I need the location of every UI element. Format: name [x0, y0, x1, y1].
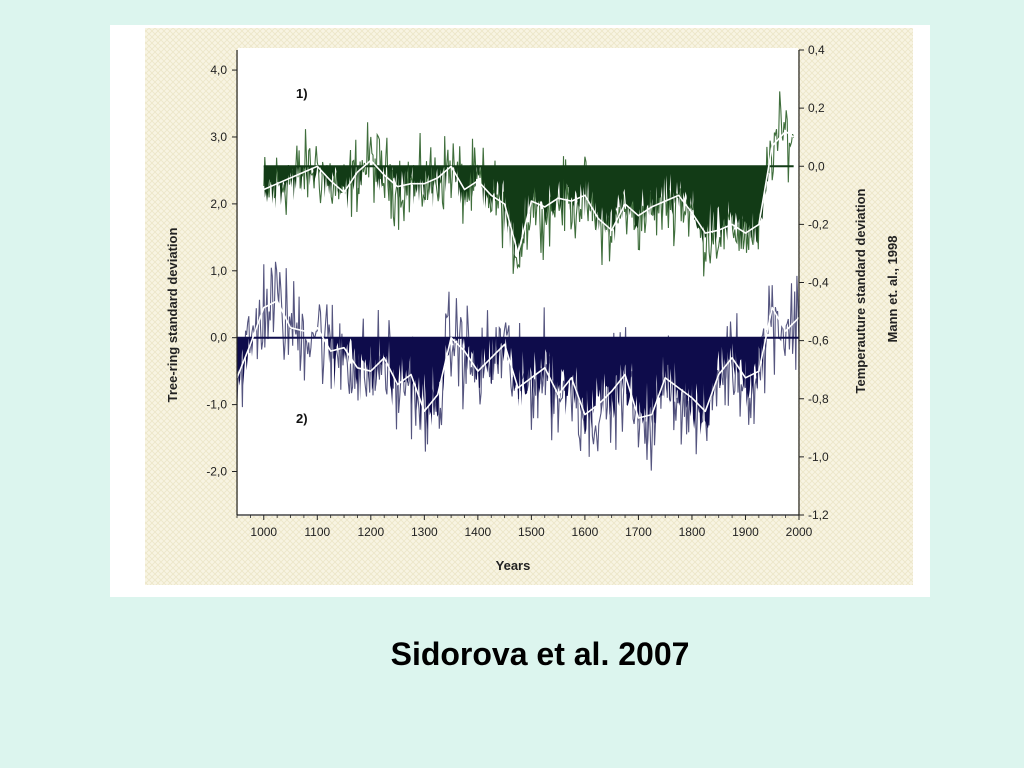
- plot-area: [238, 48, 798, 516]
- series-2-smoothed-line: [236, 300, 800, 419]
- x-tick-label: 1300: [411, 525, 438, 539]
- left-y-tick-label: -2,0: [206, 465, 227, 479]
- series-1-annual-line: [263, 91, 795, 277]
- chart-canvas: 1000 1100 1200 1300 1400 1500 1600 1700 1800 1900…: [145, 28, 913, 585]
- smoothed-series-layer: [236, 130, 800, 419]
- series-2-label: 2): [296, 411, 308, 426]
- series-2-anomaly-fill: [237, 337, 799, 446]
- axis-ticks: 1000 1100 1200 1300 1400 1500 1600 1700 1800 1900…: [206, 43, 829, 539]
- x-tick-label: 1600: [572, 525, 599, 539]
- x-tick-label: 1900: [732, 525, 759, 539]
- x-axis-title: Years: [496, 558, 531, 573]
- left-y-tick-label: -1,0: [206, 398, 227, 412]
- series-1-label: 1): [296, 86, 308, 101]
- series-1-smoothed-line: [263, 130, 795, 255]
- x-tick-label: 1100: [304, 525, 330, 539]
- left-y-tick-label: 4,0: [210, 63, 227, 77]
- x-tick-label: 1000: [250, 525, 277, 539]
- right-y-tick-label: -0,4: [808, 276, 829, 290]
- filled-anomaly-layer: [237, 165, 799, 446]
- left-y-axis-title: Tree-ring standard deviation: [165, 228, 180, 403]
- right-y-tick-label: -0,2: [808, 217, 829, 231]
- right-y-tick-label: 0,4: [808, 43, 825, 57]
- right-y-tick-label: -0,6: [808, 334, 829, 348]
- right-y-axis-source: Mann et. al., 1998: [885, 236, 900, 343]
- left-y-tick-label: 3,0: [210, 130, 227, 144]
- right-y-tick-label: 0,0: [808, 159, 825, 173]
- chart-figure: 1000 1100 1200 1300 1400 1500 1600 1700 1800 1900…: [110, 25, 930, 597]
- right-y-tick-label: -1,0: [808, 450, 829, 464]
- slide-caption: Sidorova et al. 2007: [390, 636, 690, 672]
- right-y-tick-label: 0,2: [808, 101, 825, 115]
- x-tick-label: 1500: [518, 525, 545, 539]
- left-y-tick-label: 1,0: [210, 264, 227, 278]
- x-tick-label: 1800: [679, 525, 706, 539]
- x-tick-label: 1700: [625, 525, 652, 539]
- right-y-tick-label: -1,2: [808, 508, 829, 522]
- left-y-tick-label: 0,0: [210, 331, 227, 345]
- x-tick-label: 2000: [786, 525, 813, 539]
- x-tick-label: 1200: [357, 525, 384, 539]
- x-tick-label: 1400: [465, 525, 492, 539]
- series-1-anomaly-fill: [263, 166, 794, 268]
- right-y-tick-label: -0,8: [808, 392, 829, 406]
- left-y-tick-label: 2,0: [210, 197, 227, 211]
- right-y-axis-title: Temperauture standard deviation: [853, 188, 868, 393]
